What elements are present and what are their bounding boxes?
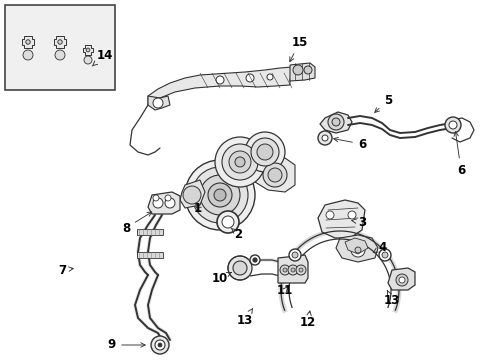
Circle shape bbox=[263, 163, 286, 187]
Circle shape bbox=[287, 265, 297, 275]
Circle shape bbox=[216, 76, 224, 84]
Circle shape bbox=[192, 167, 247, 223]
Text: 10: 10 bbox=[211, 271, 231, 284]
Circle shape bbox=[266, 74, 272, 80]
Circle shape bbox=[395, 274, 407, 286]
Circle shape bbox=[222, 144, 258, 180]
Text: 5: 5 bbox=[374, 94, 391, 112]
Circle shape bbox=[304, 66, 311, 74]
Text: 12: 12 bbox=[299, 311, 315, 328]
Text: 13: 13 bbox=[236, 309, 253, 327]
Circle shape bbox=[317, 131, 331, 145]
Circle shape bbox=[321, 135, 327, 141]
Circle shape bbox=[164, 195, 171, 201]
Circle shape bbox=[252, 258, 257, 262]
Polygon shape bbox=[317, 200, 364, 238]
Circle shape bbox=[23, 50, 33, 60]
Circle shape bbox=[280, 265, 289, 275]
Text: 8: 8 bbox=[122, 212, 151, 234]
Circle shape bbox=[448, 121, 456, 129]
Text: 9: 9 bbox=[108, 338, 145, 351]
Polygon shape bbox=[54, 36, 66, 48]
Polygon shape bbox=[148, 192, 180, 214]
Circle shape bbox=[244, 132, 285, 172]
Polygon shape bbox=[137, 252, 163, 258]
Circle shape bbox=[217, 211, 239, 233]
Polygon shape bbox=[335, 235, 377, 262]
Text: 13: 13 bbox=[383, 291, 399, 306]
Text: 4: 4 bbox=[372, 240, 386, 253]
Text: 11: 11 bbox=[276, 284, 292, 297]
Circle shape bbox=[378, 249, 390, 261]
Circle shape bbox=[183, 186, 201, 204]
Circle shape bbox=[228, 151, 250, 173]
Circle shape bbox=[153, 98, 163, 108]
Circle shape bbox=[86, 48, 90, 52]
Text: 7: 7 bbox=[58, 264, 73, 276]
Circle shape bbox=[207, 183, 231, 207]
Circle shape bbox=[354, 247, 360, 253]
Polygon shape bbox=[387, 268, 414, 290]
Bar bbox=[5, 5, 115, 90]
Polygon shape bbox=[82, 45, 93, 55]
Polygon shape bbox=[148, 96, 170, 110]
Text: 1: 1 bbox=[194, 202, 202, 215]
Circle shape bbox=[151, 336, 169, 354]
Polygon shape bbox=[180, 180, 204, 208]
Circle shape bbox=[327, 114, 343, 130]
Circle shape bbox=[227, 256, 251, 280]
Circle shape bbox=[153, 195, 159, 201]
Circle shape bbox=[290, 268, 294, 272]
Circle shape bbox=[398, 277, 404, 283]
Circle shape bbox=[153, 198, 163, 208]
Circle shape bbox=[84, 56, 92, 64]
Polygon shape bbox=[21, 36, 34, 48]
Circle shape bbox=[184, 160, 254, 230]
Circle shape bbox=[55, 50, 65, 60]
Circle shape bbox=[267, 168, 282, 182]
Circle shape bbox=[235, 157, 244, 167]
Circle shape bbox=[58, 40, 62, 44]
Text: 6: 6 bbox=[333, 137, 366, 150]
Circle shape bbox=[298, 268, 303, 272]
Circle shape bbox=[250, 138, 279, 166]
Circle shape bbox=[331, 118, 339, 126]
Circle shape bbox=[292, 65, 303, 75]
Text: 14: 14 bbox=[92, 49, 113, 66]
Circle shape bbox=[249, 255, 260, 265]
Circle shape bbox=[222, 216, 234, 228]
Circle shape bbox=[200, 175, 240, 215]
Circle shape bbox=[347, 211, 355, 219]
Polygon shape bbox=[254, 158, 294, 192]
Circle shape bbox=[283, 268, 286, 272]
Text: 15: 15 bbox=[289, 36, 307, 62]
Circle shape bbox=[325, 211, 333, 219]
Circle shape bbox=[245, 74, 253, 82]
Circle shape bbox=[164, 198, 175, 208]
Circle shape bbox=[26, 40, 30, 44]
Polygon shape bbox=[137, 229, 163, 235]
Circle shape bbox=[215, 137, 264, 187]
Circle shape bbox=[291, 252, 297, 258]
Circle shape bbox=[295, 265, 305, 275]
Polygon shape bbox=[319, 112, 351, 133]
Circle shape bbox=[350, 243, 364, 257]
Polygon shape bbox=[345, 238, 367, 254]
Polygon shape bbox=[278, 255, 307, 283]
Circle shape bbox=[381, 252, 387, 258]
Polygon shape bbox=[289, 63, 314, 81]
Circle shape bbox=[155, 340, 164, 350]
Circle shape bbox=[214, 189, 225, 201]
Text: 6: 6 bbox=[453, 132, 464, 176]
Polygon shape bbox=[148, 66, 307, 105]
Polygon shape bbox=[222, 148, 271, 170]
Circle shape bbox=[257, 144, 272, 160]
Circle shape bbox=[158, 343, 162, 347]
Text: 2: 2 bbox=[231, 228, 242, 240]
Circle shape bbox=[444, 117, 460, 133]
Text: 3: 3 bbox=[351, 216, 366, 229]
Circle shape bbox=[288, 249, 301, 261]
Circle shape bbox=[232, 261, 246, 275]
